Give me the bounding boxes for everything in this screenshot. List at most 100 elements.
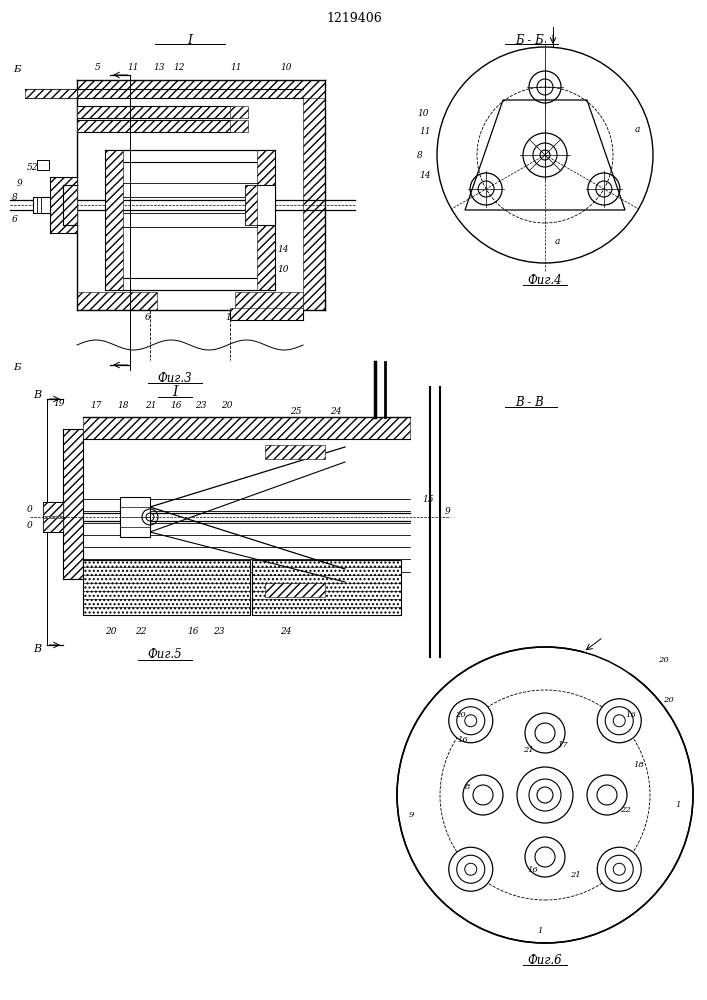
- Text: В: В: [33, 644, 41, 654]
- Text: 16: 16: [625, 711, 636, 719]
- Text: 9: 9: [409, 811, 414, 819]
- Bar: [50, 177, 77, 233]
- Bar: [265, 445, 325, 459]
- Bar: [77, 120, 232, 132]
- Text: 21: 21: [523, 746, 534, 754]
- Text: I: I: [173, 385, 177, 399]
- Bar: [83, 560, 250, 615]
- Bar: [83, 417, 410, 439]
- Text: 20: 20: [658, 656, 669, 664]
- Bar: [230, 120, 248, 132]
- Circle shape: [517, 767, 573, 823]
- Text: 16: 16: [170, 400, 182, 410]
- Text: Фиг.3: Фиг.3: [158, 371, 192, 384]
- Text: 11: 11: [127, 64, 139, 73]
- Text: 16: 16: [457, 736, 468, 744]
- Text: Фиг.5: Фиг.5: [148, 648, 182, 662]
- Circle shape: [463, 775, 503, 815]
- Bar: [77, 80, 325, 98]
- Bar: [43, 518, 63, 532]
- Bar: [245, 185, 257, 225]
- Text: 9: 9: [445, 508, 451, 516]
- Text: 22: 22: [620, 806, 631, 814]
- Circle shape: [397, 647, 693, 943]
- Text: 1219406: 1219406: [326, 11, 382, 24]
- Text: Б: Б: [13, 363, 21, 372]
- Text: 14: 14: [277, 245, 288, 254]
- Text: 10: 10: [417, 108, 428, 117]
- Text: 5: 5: [95, 64, 101, 73]
- Bar: [25, 89, 77, 98]
- Bar: [257, 150, 275, 290]
- Circle shape: [597, 699, 641, 743]
- Text: 24: 24: [280, 628, 291, 637]
- Text: I: I: [187, 33, 192, 46]
- Text: Б - Б: Б - Б: [515, 33, 544, 46]
- Text: 16: 16: [187, 628, 199, 637]
- Text: 6: 6: [145, 314, 151, 322]
- Text: 1: 1: [225, 314, 230, 322]
- Text: 18: 18: [633, 761, 644, 769]
- Text: 25: 25: [290, 408, 301, 416]
- Bar: [33, 197, 50, 213]
- Bar: [63, 429, 83, 579]
- Bar: [43, 502, 63, 532]
- Text: 17: 17: [557, 741, 568, 749]
- Text: 23: 23: [195, 400, 206, 410]
- Text: 13: 13: [153, 64, 165, 73]
- Bar: [83, 560, 250, 615]
- Text: 21: 21: [570, 871, 580, 879]
- Bar: [230, 308, 303, 320]
- Bar: [63, 185, 77, 225]
- Bar: [77, 106, 232, 118]
- Text: 20: 20: [663, 696, 674, 704]
- Text: 8: 8: [12, 192, 18, 202]
- Bar: [303, 80, 325, 310]
- Text: 20: 20: [221, 400, 233, 410]
- Text: 9: 9: [17, 178, 23, 188]
- Bar: [235, 292, 303, 310]
- Text: a: a: [635, 125, 641, 134]
- Bar: [43, 502, 63, 516]
- Bar: [77, 292, 157, 310]
- Text: 21: 21: [145, 400, 156, 410]
- Text: 0: 0: [27, 504, 33, 514]
- Text: 17: 17: [90, 400, 102, 410]
- Text: 10: 10: [280, 64, 291, 73]
- Circle shape: [449, 699, 493, 743]
- Text: 20: 20: [105, 628, 117, 637]
- Text: 10: 10: [277, 265, 288, 274]
- Circle shape: [597, 847, 641, 891]
- Bar: [265, 583, 325, 597]
- Circle shape: [449, 847, 493, 891]
- Text: 6: 6: [12, 215, 18, 224]
- Text: В - В: В - В: [515, 395, 544, 408]
- Text: 0: 0: [27, 520, 33, 530]
- Text: a: a: [555, 236, 561, 245]
- Text: 1: 1: [537, 927, 542, 935]
- Text: 1: 1: [675, 801, 680, 809]
- Text: Фиг.6: Фиг.6: [527, 954, 562, 968]
- Text: Фиг.4: Фиг.4: [527, 274, 562, 288]
- Text: В: В: [33, 390, 41, 400]
- Text: 12: 12: [173, 64, 185, 73]
- Bar: [252, 560, 401, 615]
- Text: 23: 23: [213, 628, 225, 637]
- Bar: [120, 497, 150, 537]
- Bar: [252, 560, 401, 615]
- Bar: [230, 106, 248, 118]
- Circle shape: [587, 775, 627, 815]
- Text: 22: 22: [135, 628, 146, 637]
- Text: 16: 16: [527, 866, 538, 874]
- Text: 14: 14: [419, 170, 431, 180]
- Text: 11: 11: [230, 64, 242, 73]
- Text: 18: 18: [117, 400, 129, 410]
- Text: Б: Б: [13, 66, 21, 75]
- Text: 8: 8: [465, 783, 470, 791]
- Text: 52: 52: [27, 162, 38, 172]
- Circle shape: [525, 837, 565, 877]
- Text: 20: 20: [455, 711, 466, 719]
- Text: 8: 8: [417, 150, 423, 159]
- Circle shape: [525, 713, 565, 753]
- Text: 24: 24: [330, 408, 341, 416]
